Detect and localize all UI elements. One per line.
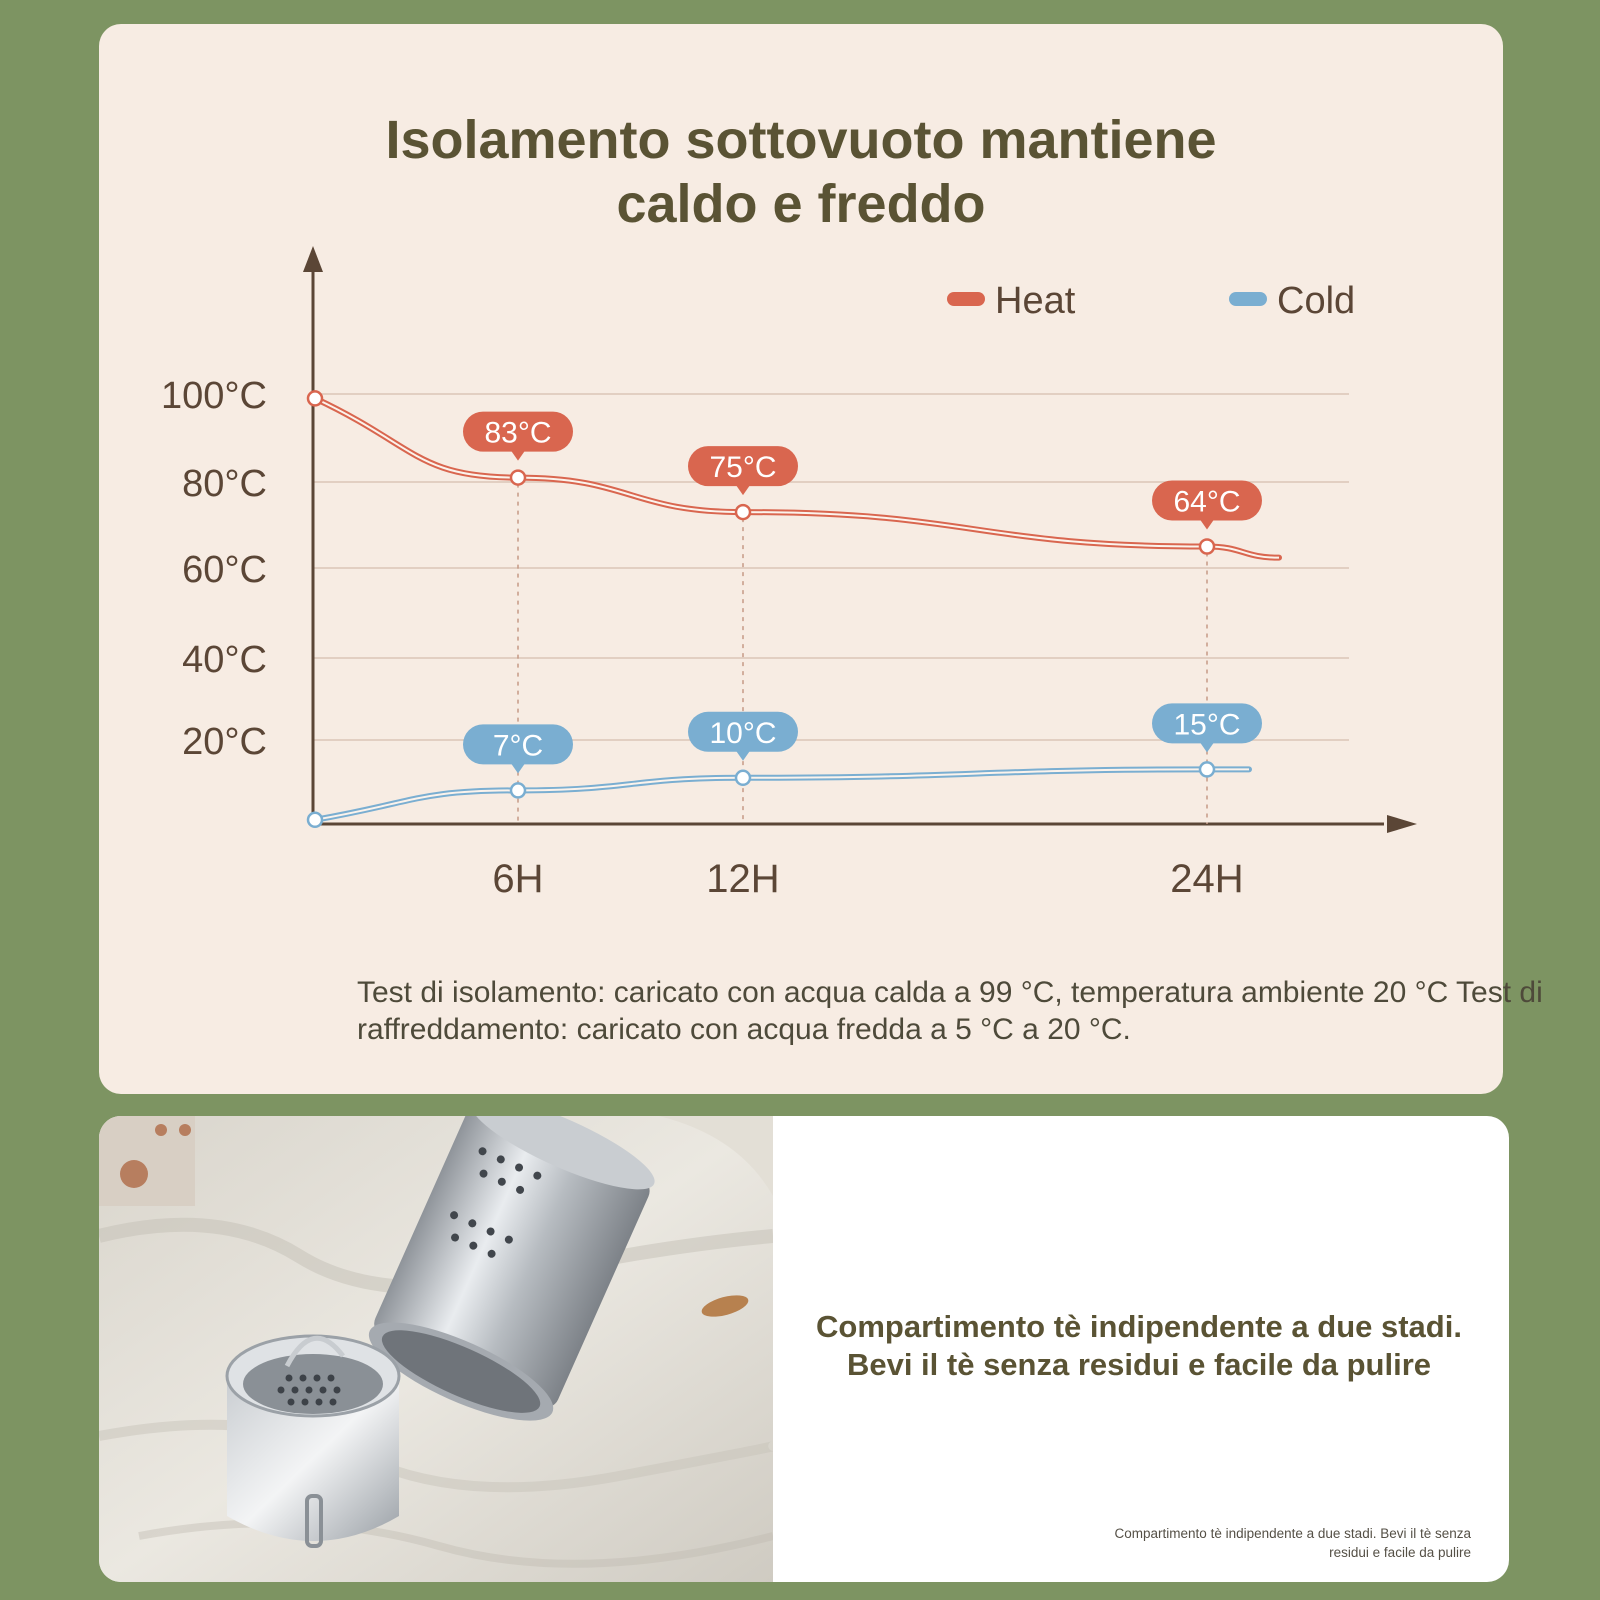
chart-legend: Heat Cold <box>947 280 1355 322</box>
y-tick-label: 80°C <box>182 463 267 505</box>
data-point <box>509 469 527 486</box>
data-label-bubble: 83°C <box>463 411 573 461</box>
bubble-shape <box>688 446 798 487</box>
y-tick-label: 60°C <box>182 549 267 591</box>
data-label: 64°C <box>1173 486 1240 519</box>
series-line-highlight <box>314 397 1280 559</box>
bubble-pointer <box>1200 519 1214 530</box>
data-point <box>306 811 324 829</box>
bubble-pointer <box>1200 742 1214 753</box>
bubble-shape <box>688 711 798 752</box>
feature-line-2: Bevi il tè senza residui e facile da pul… <box>846 1347 1432 1382</box>
legend-swatch-cold <box>1229 292 1267 306</box>
data-label: 75°C <box>709 451 776 484</box>
data-point <box>734 769 752 787</box>
temperature-line-chart: 100°C 80°C 60°C 40°C 20°C 6H 12H 24H 83°C 75°C 6… <box>161 246 1417 901</box>
bubble-pointer <box>736 485 750 496</box>
x-tick-labels: 6H 12H 24H <box>492 857 1243 901</box>
chart-series <box>306 390 1282 829</box>
legend-swatch-heat <box>947 292 985 306</box>
data-point <box>1198 761 1216 778</box>
y-tick-labels: 100°C 80°C 60°C 40°C 20°C <box>161 375 267 763</box>
data-label: 7°C <box>493 729 543 762</box>
y-tick-label: 20°C <box>182 721 267 763</box>
bubble-shape <box>463 411 573 452</box>
x-tick-label: 12H <box>706 857 779 901</box>
y-tick-label: 100°C <box>161 375 267 417</box>
chart-title: Isolamento sottovuoto mantiene caldo e f… <box>99 108 1503 236</box>
data-label-bubble: 7°C <box>463 724 573 774</box>
data-point <box>734 503 752 521</box>
tea-infuser-photo <box>99 1116 773 1582</box>
y-axis-arrow-icon <box>303 246 323 272</box>
bubble-shape <box>1152 480 1262 521</box>
bubble-shape <box>1152 703 1262 744</box>
data-label: 10°C <box>709 717 776 750</box>
chart-title-line-2: caldo e freddo <box>616 174 986 234</box>
data-label: 15°C <box>1173 708 1240 741</box>
feature-headline: Compartimento tè indipendente a due stad… <box>781 1308 1497 1384</box>
tea-compartment-card: Compartimento tè indipendente a due stad… <box>99 1116 1509 1582</box>
x-tick-label: 24H <box>1170 857 1243 901</box>
x-tick-label: 6H <box>492 857 543 901</box>
data-label-bubble: 15°C <box>1152 703 1262 753</box>
chart-grid <box>313 393 1349 741</box>
data-point <box>509 782 527 799</box>
data-labels: 83°C 75°C 64°C 7°C 10°C 15°C <box>463 411 1262 774</box>
feature-small-text: Compartimento tè indipendente a due stad… <box>1114 1526 1471 1560</box>
data-label: 83°C <box>484 417 551 450</box>
data-label-bubble: 64°C <box>1152 480 1262 530</box>
x-axis-arrow-icon <box>1387 815 1417 833</box>
insulation-chart-card: Isolamento sottovuoto mantiene caldo e f… <box>99 24 1543 1094</box>
bubble-shape <box>463 724 573 765</box>
legend-label-cold: Cold <box>1277 280 1355 322</box>
y-tick-label: 40°C <box>182 639 267 681</box>
test-caption: Test di isolamento: caricato con acqua c… <box>357 976 1543 1046</box>
bubble-pointer <box>511 763 525 774</box>
data-point <box>1198 538 1216 555</box>
legend-label-heat: Heat <box>995 280 1076 322</box>
chart-title-line-1: Isolamento sottovuoto mantiene <box>385 110 1217 170</box>
bubble-pointer <box>736 750 750 761</box>
data-point <box>306 390 324 407</box>
data-label-bubble: 10°C <box>688 711 798 761</box>
series-line-heat <box>312 395 1282 561</box>
data-label-bubble: 75°C <box>688 446 798 496</box>
chart-axes <box>303 246 1417 833</box>
feature-line-1: Compartimento tè indipendente a due stad… <box>816 1309 1462 1344</box>
bubble-pointer <box>511 450 525 461</box>
